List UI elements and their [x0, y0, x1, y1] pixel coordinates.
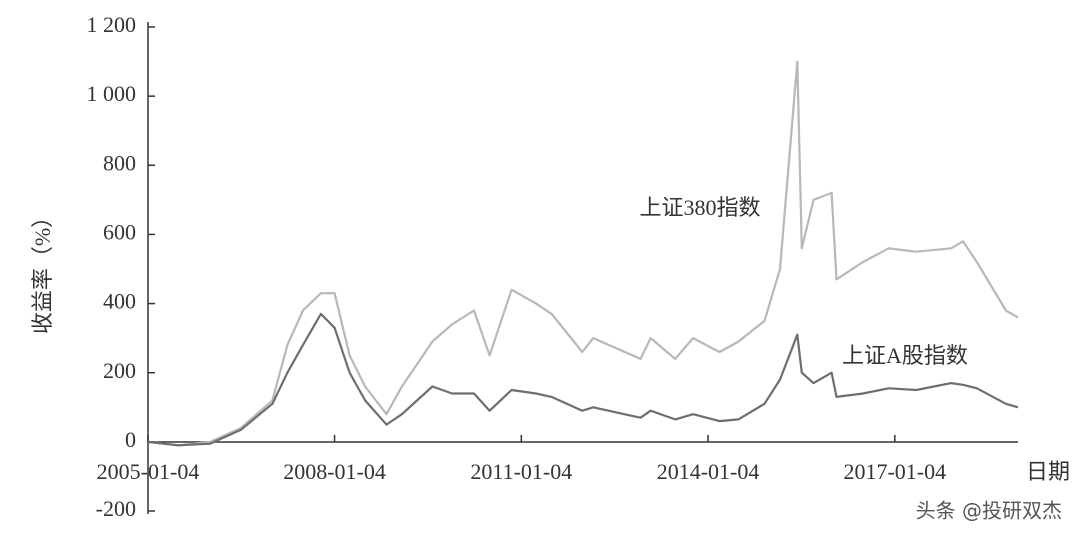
series-line [147, 312, 1019, 447]
series-line [147, 60, 1019, 447]
x-tick-label: 2014-01-04 [657, 459, 760, 484]
y-tick-label: 600 [103, 219, 136, 244]
y-tick-label: 400 [103, 289, 136, 314]
x-tick-label: 2005-01-04 [97, 459, 200, 484]
x-axis-label: 日期 [1026, 459, 1070, 484]
x-tick-label: 2017-01-04 [843, 459, 946, 484]
y-tick-label: 1 000 [87, 81, 137, 106]
y-tick-label: 1 200 [87, 12, 137, 37]
annotation: 上证380指数 [639, 195, 760, 220]
annotation: 上证A股指数 [842, 343, 968, 368]
x-tick-label: 2011-01-04 [470, 459, 572, 484]
watermark: 头条 @投研双杰 [916, 499, 1062, 523]
y-tick-label: 200 [103, 358, 136, 383]
x-tick-label: 2008-01-04 [283, 459, 386, 484]
y-tick-label: 0 [125, 427, 136, 452]
y-tick-label: 800 [103, 150, 136, 175]
y-axis-label: 收益率（%） [30, 206, 55, 334]
y-tick-label: -200 [96, 496, 136, 521]
